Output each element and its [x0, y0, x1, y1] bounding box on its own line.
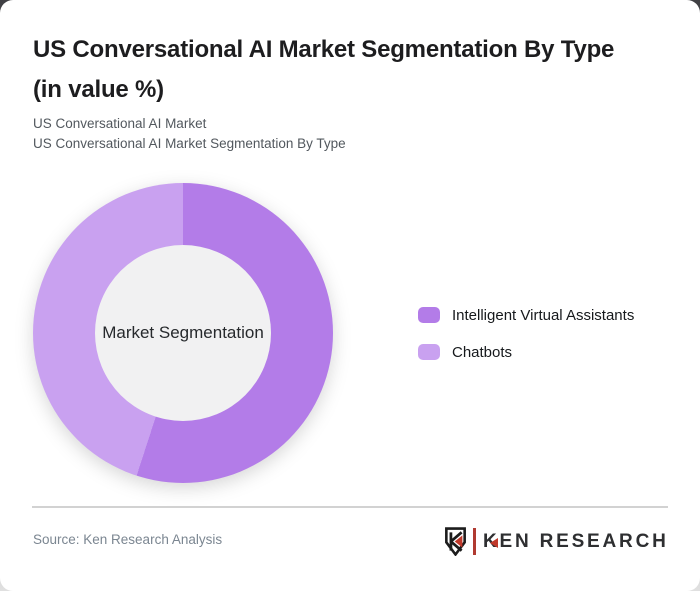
logo-text-wrap: KEN RESEARCH [483, 531, 669, 553]
source-note: Source: Ken Research Analysis [33, 532, 223, 547]
subtitle-line-1: US Conversational AI Market [33, 116, 207, 131]
page-title-line-1: US Conversational AI Market Segmentation… [33, 36, 615, 63]
legend-swatch-icon [418, 307, 440, 323]
ken-research-shield-icon [445, 527, 466, 556]
legend-item-intelligent-virtual-assistants: Intelligent Virtual Assistants [418, 306, 635, 324]
legend-swatch-icon [418, 344, 440, 360]
chart-subtitles: US Conversational AI Market US Conversat… [33, 114, 346, 154]
donut-chart-hole: Market Segmentation [95, 245, 271, 421]
legend-label: Chatbots [452, 343, 513, 361]
legend-item-chatbots: Chatbots [418, 343, 634, 361]
legend-label: Intelligent Virtual Assistants [452, 306, 635, 324]
footer-divider [32, 506, 668, 508]
ken-research-logo: KEN RESEARCH [444, 526, 669, 557]
logo-text: KEN RESEARCH [483, 530, 669, 552]
chart-legend: Intelligent Virtual Assistants Chatbots [418, 306, 635, 361]
page-title-line-2: (in value %) [33, 76, 164, 103]
subtitle-line-2: US Conversational AI Market Segmentation… [33, 136, 346, 151]
donut-chart: Market Segmentation [33, 183, 333, 483]
logo-separator [473, 528, 476, 555]
logo-k-red-triangle-icon [490, 537, 498, 548]
donut-center-label: Market Segmentation [102, 323, 264, 342]
page-title: US Conversational AI Market Segmentation… [33, 30, 653, 110]
